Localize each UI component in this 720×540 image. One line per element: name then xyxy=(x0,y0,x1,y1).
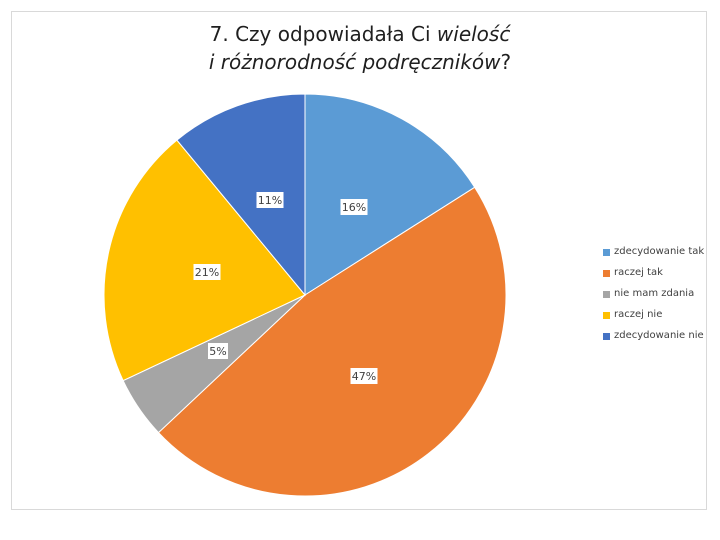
title-line-2-italic: i różnorodność podręczników xyxy=(208,50,501,74)
pie-slice-raczej-nie xyxy=(103,139,306,382)
legend-label: raczej nie xyxy=(614,309,663,320)
legend-swatch xyxy=(603,270,610,277)
legend-label: zdecydowanie tak xyxy=(614,246,705,257)
pie-slice-zdecydowanie-tak xyxy=(304,93,476,296)
legend-label: nie mam zdania xyxy=(614,288,695,299)
pie-slice-raczej-tak xyxy=(157,186,507,497)
legend-swatch xyxy=(603,291,610,298)
data-label: 11% xyxy=(258,194,282,207)
data-label-box xyxy=(193,264,221,280)
data-label: 16% xyxy=(342,201,366,214)
title-line-1-italic: wielość xyxy=(436,22,511,46)
legend-swatch xyxy=(603,312,610,319)
legend-swatch xyxy=(603,249,610,256)
title-line-2: i różnorodność podręczników? xyxy=(190,48,530,76)
pie-data-labels: 16% 47% 5% 21% 11% xyxy=(193,192,378,384)
data-label-box xyxy=(350,368,378,384)
data-label: 47% xyxy=(352,370,376,383)
legend-swatch xyxy=(603,333,610,340)
data-label-box xyxy=(340,199,368,215)
pie-slices xyxy=(103,93,507,497)
data-label-box xyxy=(256,192,284,208)
title-line-1: 7. Czy odpowiadała Ci wielość xyxy=(190,20,530,48)
data-label: 5% xyxy=(209,345,226,358)
legend-label: raczej tak xyxy=(614,267,663,278)
pie-slice-zdecydowanie-nie xyxy=(176,93,306,297)
data-label-box xyxy=(208,343,228,359)
legend-label: zdecydowanie nie xyxy=(614,330,704,341)
chart-title: 7. Czy odpowiadała Ci wielość i różnorod… xyxy=(190,20,530,76)
title-line-1-prefix: 7. Czy odpowiadała Ci xyxy=(209,22,437,46)
data-label: 21% xyxy=(195,266,219,279)
title-line-2-suffix: ? xyxy=(500,50,512,74)
